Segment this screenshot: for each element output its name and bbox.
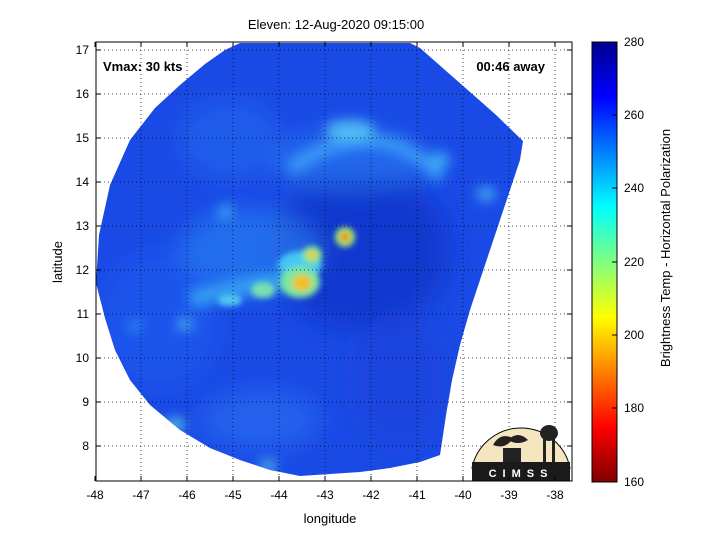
y-tick-label: 17 [76,43,90,57]
vmax-label: Vmax: 30 kts [103,59,183,74]
x-tick-labels: -48 -47 -46 -45 -44 -43 -42 -41 -40 -39 … [86,488,564,502]
x-tick-label: -46 [178,488,196,502]
plot-area: CIMSS Vmax: 30 kts 00:46 away [95,41,573,482]
y-tick-label: 15 [76,131,90,145]
logo-water-tower [540,425,558,441]
plot-border [95,41,573,482]
y-tick-label: 16 [76,87,90,101]
logo-tower-leg [552,438,555,466]
convective-core [251,282,275,298]
x-tick-label: -45 [224,488,242,502]
y-tick-label: 10 [76,351,90,365]
texture-warm-region [350,310,450,450]
colorbar-tick-label: 220 [624,255,644,269]
x-axis-label: longitude [304,511,357,526]
x-tick-label: -38 [546,488,564,502]
x-tick-label: -47 [132,488,150,502]
colorbar-tick-label: 240 [624,181,644,195]
texture-warm-region [100,250,220,390]
y-tick-label: 8 [82,439,89,453]
colorbar-tick-label: 160 [624,475,644,489]
x-tick-label: -41 [408,488,426,502]
y-tick-label: 9 [82,395,89,409]
rainband-cell [218,205,232,219]
y-tick-label: 13 [76,219,90,233]
time-away-label: 00:46 away [476,59,545,74]
colorbar-tick-label: 200 [624,328,644,342]
y-tick-label: 11 [77,307,90,321]
rainband-cell [325,120,375,140]
x-tick-label: -42 [362,488,380,502]
logo-dish-left [493,436,513,447]
colorbar-tick-label: 180 [624,401,644,415]
logo-tower-leg [543,438,546,466]
colorbar-tick-label: 260 [624,108,644,122]
rainband-cell [130,321,140,331]
logo-building [503,448,521,466]
rainband-cell [477,188,495,200]
x-axis [94,42,556,481]
x-tick-label: -43 [316,488,334,502]
rainband-cell [177,318,193,330]
colorbar: 160 180 200 220 240 260 280 Brightness T… [591,35,673,489]
figure-title: Eleven: 12-Aug-2020 09:15:00 [248,17,424,32]
x-tick-label: -40 [454,488,472,502]
logo-banner [472,462,570,481]
y-axis [96,49,572,447]
x-tick-label: -48 [86,488,104,502]
colorbar-label: Brightness Temp - Horizontal Polarizatio… [658,129,673,367]
colorbar-tick-label: 280 [624,35,644,49]
y-tick-label: 14 [76,175,90,189]
convective-core [340,232,350,242]
y-tick-label: 12 [76,263,90,277]
x-tick-label: -44 [270,488,288,502]
cimss-logo: CIMSS [471,425,571,481]
convective-core [307,251,317,259]
rainband [285,133,447,184]
logo-dish-right [508,435,528,443]
logo-text: CIMSS [489,468,554,480]
convective-core [218,294,242,306]
texture-moist-region [200,390,320,450]
rainband [187,271,291,309]
rainband-cell [430,152,450,168]
texture-moist-region [180,100,280,180]
y-tick-labels: 8 9 10 11 12 13 14 15 16 17 [76,43,90,453]
x-tick-label: -39 [500,488,518,502]
convective-core [292,275,312,291]
y-axis-label: latitude [50,241,65,283]
